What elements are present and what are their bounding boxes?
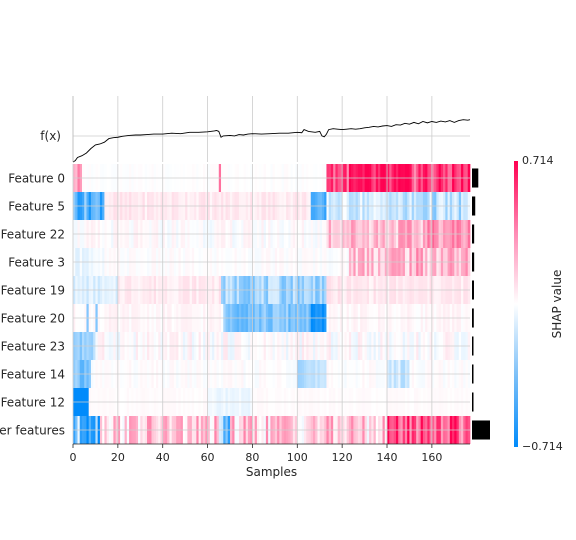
x-tick-label: 40 <box>156 451 170 464</box>
importance-bar <box>472 364 474 384</box>
feature-label: Feature 3 <box>8 256 65 270</box>
feature-label: Feature 5 <box>8 200 65 214</box>
feature-labels: Feature 0 Feature 5 Feature 22 Feature 3 Fea… <box>0 172 65 438</box>
colorbar-title: SHAP value <box>550 270 564 339</box>
fx-line <box>72 119 471 163</box>
x-axis: 0 20 40 60 80 100 120 140 160 Samples <box>70 443 470 479</box>
feature-label: Feature 23 <box>1 340 65 354</box>
heatmap-gridlines <box>72 164 470 444</box>
importance-bar <box>472 252 475 272</box>
importance-bar <box>472 336 474 356</box>
x-tick-label: 60 <box>201 451 215 464</box>
fx-panel: f(x) <box>40 96 471 163</box>
x-ticks: 0 20 40 60 80 100 120 140 160 <box>70 444 442 464</box>
x-tick-label: 100 <box>287 451 308 464</box>
x-tick-label: 20 <box>111 451 125 464</box>
colorbar-max-label: 0.714 <box>522 154 554 167</box>
colorbar-gradient <box>514 161 518 447</box>
fx-gridlines <box>72 96 433 162</box>
colorbar-min-label: −0.714 <box>522 440 563 453</box>
x-tick-label: 160 <box>421 451 442 464</box>
feature-label: Feature 0 <box>8 172 65 186</box>
feature-label: Feature 19 <box>1 284 65 298</box>
feature-label: Feature 22 <box>1 228 65 242</box>
importance-bar <box>472 280 474 300</box>
importance-bar <box>472 224 475 244</box>
importance-bars <box>472 168 490 440</box>
feature-label: Feature 12 <box>1 396 65 410</box>
x-tick-label: 140 <box>377 451 398 464</box>
feature-label: Feature 14 <box>1 368 65 382</box>
x-tick-label: 120 <box>332 451 353 464</box>
importance-bar <box>472 420 490 440</box>
importance-bar <box>472 196 476 216</box>
importance-bar <box>472 308 474 328</box>
feature-label: Feature 20 <box>1 312 65 326</box>
importance-bar <box>472 392 474 412</box>
x-tick-label: 80 <box>245 451 259 464</box>
colorbar: 0.714 −0.714 SHAP value <box>514 154 564 453</box>
x-axis-label: Samples <box>246 465 297 479</box>
feature-label: Sum of 20 other features <box>0 424 65 438</box>
x-tick-label: 0 <box>70 451 77 464</box>
importance-bar <box>472 168 479 188</box>
fx-label: f(x) <box>40 129 61 143</box>
